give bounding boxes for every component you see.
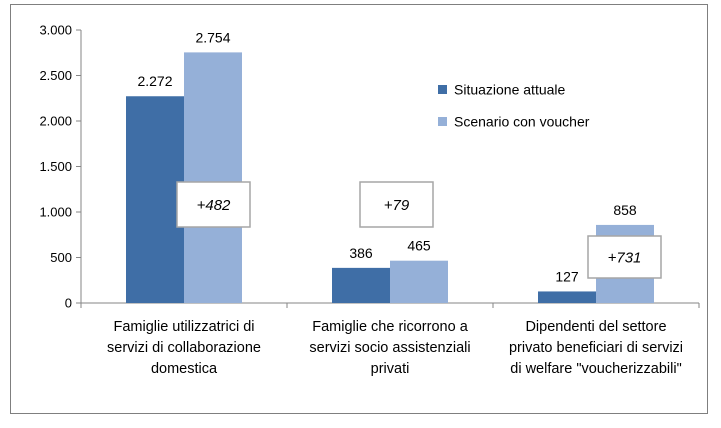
legend-swatch bbox=[438, 117, 447, 126]
bar bbox=[332, 267, 390, 303]
category-label: servizi di collaborazione bbox=[107, 340, 261, 356]
y-tick-label: 0 bbox=[65, 296, 72, 311]
category-label: privati bbox=[371, 361, 410, 377]
data-label: 2.272 bbox=[137, 73, 172, 89]
chart-frame: 0 500 1.000 1.500 2.000 2.500 3.000 2.272 2.754 F… bbox=[10, 4, 708, 414]
bar bbox=[538, 291, 596, 303]
annotation-box bbox=[587, 235, 662, 279]
annotation-box bbox=[359, 181, 434, 228]
y-tick-label: 3.000 bbox=[39, 23, 72, 38]
category-label: domestica bbox=[151, 361, 218, 377]
annotation-text: +482 bbox=[197, 197, 231, 214]
bar-chart: 0 500 1.000 1.500 2.000 2.500 3.000 2.272 2.754 F… bbox=[39, 23, 700, 377]
legend-label: Scenario con voucher bbox=[454, 114, 590, 130]
legend-label: Situazione attuale bbox=[454, 82, 566, 98]
y-tick-label: 1.500 bbox=[39, 159, 72, 174]
legend-swatch bbox=[438, 85, 447, 94]
data-label: 858 bbox=[613, 202, 637, 218]
bar bbox=[126, 96, 184, 303]
category-label: Famiglie che ricorrono a bbox=[312, 319, 468, 335]
bar bbox=[184, 52, 242, 303]
y-tick-label: 2.500 bbox=[39, 68, 72, 83]
annotation-text: +79 bbox=[384, 197, 410, 214]
data-label: 2.754 bbox=[195, 29, 230, 45]
y-tick-label: 2.000 bbox=[39, 114, 72, 129]
annotation-text: +731 bbox=[608, 250, 642, 267]
category-label: servizi socio assistenziali bbox=[309, 340, 470, 356]
category-label: Dipendenti del settore bbox=[525, 319, 666, 335]
y-tick-label: 1.000 bbox=[39, 205, 72, 220]
annotation-box bbox=[176, 181, 251, 228]
category-label: Famiglie utilizzatrici di bbox=[113, 319, 254, 335]
category-label: di welfare "voucherizzabili" bbox=[510, 361, 681, 377]
y-tick-label: 500 bbox=[50, 250, 72, 265]
data-label: 127 bbox=[555, 268, 579, 284]
data-label: 465 bbox=[407, 238, 431, 254]
category-label: privato beneficiari di servizi bbox=[509, 340, 683, 356]
bar bbox=[390, 260, 448, 303]
data-label: 386 bbox=[349, 245, 373, 261]
